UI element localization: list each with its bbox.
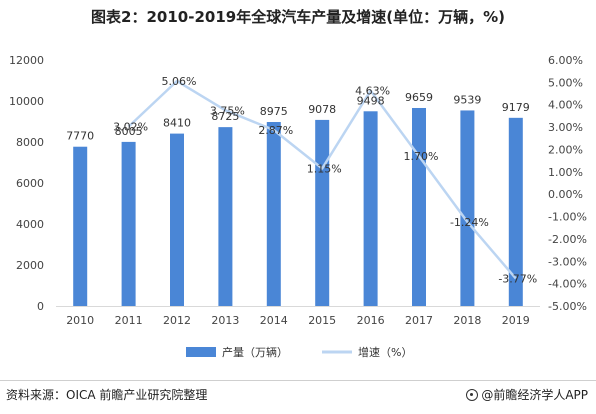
bar-value-label: 8410 — [163, 117, 191, 130]
right-axis-tick-label: -4.00% — [548, 278, 587, 291]
growth-rate-label: 1.70% — [404, 150, 439, 163]
chart-title: 图表2：2010-2019年全球汽车产量及增速(单位：万辆，%) — [91, 8, 505, 26]
x-axis-tick-label: 2017 — [405, 314, 433, 327]
bar-production — [363, 111, 378, 306]
left-axis-tick-label: 6000 — [16, 177, 44, 190]
x-axis-tick-label: 2014 — [260, 314, 288, 327]
x-axis-tick-label: 2010 — [66, 314, 94, 327]
bar-value-label: 9179 — [502, 101, 530, 114]
legend-label-growth: 增速（%） — [358, 345, 412, 359]
source-note: 资料来源：OICA 前瞻产业研究院整理 — [6, 388, 208, 402]
x-axis-tick-label: 2016 — [357, 314, 385, 327]
x-axis-tick-label: 2018 — [453, 314, 481, 327]
x-axis-tick-label: 2013 — [211, 314, 239, 327]
right-axis-tick-label: 4.00% — [548, 99, 583, 112]
bar-production — [315, 119, 330, 306]
growth-rate-line — [127, 79, 517, 280]
right-axis-tick-label: 1.00% — [548, 166, 583, 179]
growth-rate-label: 3.75% — [210, 104, 245, 117]
bar-value-label: 9078 — [308, 103, 336, 116]
right-axis-tick-label: -3.00% — [548, 255, 587, 268]
left-axis-tick-label: 8000 — [16, 136, 44, 149]
x-axis-tick-label: 2015 — [308, 314, 336, 327]
growth-rate-label: -1.24% — [450, 216, 489, 229]
bar-production — [170, 133, 184, 306]
right-axis-tick-label: -5.00% — [548, 300, 587, 313]
legend-label-production: 产量（万辆） — [222, 345, 288, 359]
left-axis-tick-label: 10000 — [9, 95, 44, 108]
brand-credit: @前瞻经济学人APP — [466, 386, 588, 403]
left-axis-tick-label: 4000 — [16, 218, 44, 231]
right-axis-tick-label: -2.00% — [548, 233, 587, 246]
growth-rate-label: 5.06% — [162, 75, 197, 88]
bar-production — [218, 127, 233, 306]
right-axis-tick-label: 5.00% — [548, 76, 583, 89]
left-axis-tick-label: 2000 — [16, 259, 44, 272]
bar-production — [121, 141, 136, 306]
right-axis-tick-label: -1.00% — [548, 211, 587, 224]
left-axis-tick-label: 0 — [37, 300, 44, 313]
bar-production — [266, 122, 281, 306]
growth-rate-label: -3.77% — [498, 272, 537, 285]
right-axis-tick-label: 0.00% — [548, 188, 583, 201]
left-axis-tick-label: 12000 — [9, 54, 44, 67]
growth-rate-label: 2.87% — [258, 124, 293, 137]
bar-value-label: 8725 — [211, 110, 239, 123]
bar-production — [460, 110, 475, 306]
right-axis-tick-label: 2.00% — [548, 143, 583, 156]
x-axis-tick-label: 2011 — [115, 314, 143, 327]
x-axis-tick-label: 2012 — [163, 314, 191, 327]
right-axis-tick-label: 6.00% — [548, 54, 583, 67]
bar-value-label: 7770 — [66, 130, 94, 143]
footer-divider — [0, 380, 596, 381]
bar-production — [412, 107, 426, 306]
growth-rate-label: 4.63% — [355, 85, 390, 98]
brand-logo-icon — [466, 388, 479, 401]
growth-rate-label: 1.15% — [307, 162, 342, 175]
chart-area: 0 2000 4000 6000 8000 10000 12000 -5.00% -4.00% -… — [0, 44, 596, 374]
x-axis-tick-label: 2019 — [502, 314, 530, 327]
bar-value-label: 8005 — [115, 125, 143, 138]
right-axis-tick-label: 3.00% — [548, 121, 583, 134]
bar-value-label: 9659 — [405, 91, 433, 104]
bar-value-label: 8975 — [260, 105, 288, 118]
bar-production — [508, 117, 523, 306]
bar-production — [73, 146, 88, 306]
growth-rate-label: 3.02% — [113, 121, 148, 134]
bar-value-label: 9498 — [357, 94, 385, 107]
legend-swatch-production — [186, 347, 216, 357]
brand-text: @前瞻经济学人APP — [481, 388, 588, 402]
chart-svg: 020004000600080001000012000-5.00%-4.00%-… — [9, 54, 587, 359]
bar-value-label: 9539 — [453, 93, 481, 106]
